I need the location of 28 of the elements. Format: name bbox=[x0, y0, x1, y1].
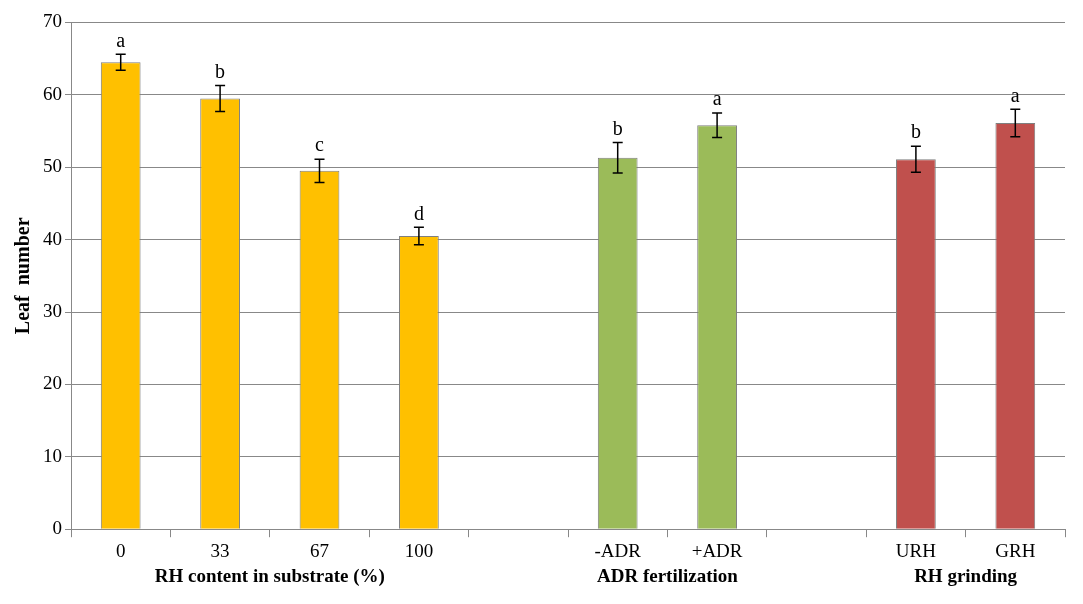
annotation: a bbox=[116, 28, 126, 51]
x-tick-label: URH bbox=[895, 539, 937, 561]
text: RH grinding bbox=[914, 565, 1018, 587]
x-tick-label: 0 bbox=[115, 539, 126, 561]
y-tick-label: 70 bbox=[43, 10, 62, 32]
annotation: d bbox=[413, 201, 424, 224]
y-tick-label: 30 bbox=[43, 299, 62, 321]
y-tick-label: 20 bbox=[43, 372, 62, 394]
x-tick-label: 67 bbox=[310, 539, 329, 561]
x-tick-label: GRH bbox=[995, 539, 1036, 561]
x-tick-label: 33 bbox=[210, 539, 230, 561]
text: RH content in substrate (%) bbox=[154, 565, 385, 588]
x-tick-label: -ADR bbox=[594, 539, 642, 561]
y-axis-title: Leaf number bbox=[11, 217, 34, 335]
x-tick-label: 100 bbox=[404, 539, 434, 561]
y-tick-label: 0 bbox=[52, 517, 62, 539]
y-tick-label: 50 bbox=[43, 155, 62, 177]
annotation: a bbox=[712, 87, 722, 110]
y-tick-label: 60 bbox=[43, 82, 62, 104]
y-tick-label: 40 bbox=[43, 227, 62, 249]
annotation: c bbox=[315, 133, 325, 156]
text: ADR fertilization bbox=[596, 565, 739, 587]
annotation: b bbox=[612, 116, 623, 139]
y-tick-label: 10 bbox=[43, 444, 62, 466]
annotation: a bbox=[1010, 83, 1020, 106]
annotation: b bbox=[910, 120, 921, 143]
x-tick-label: +ADR bbox=[691, 539, 743, 561]
annotation: b bbox=[215, 59, 226, 82]
